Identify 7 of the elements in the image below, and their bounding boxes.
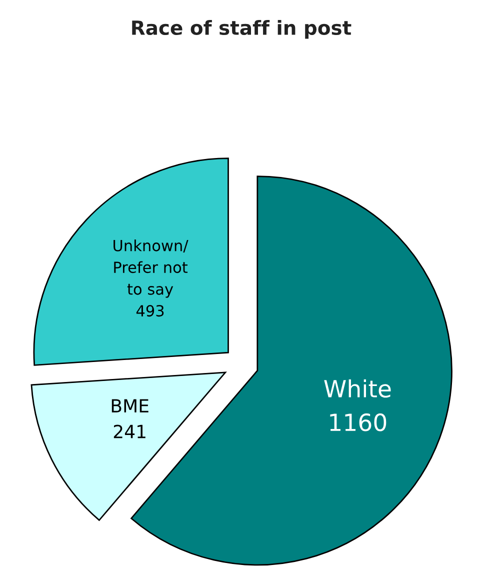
slice-label: Unknown/ Prefer not to say: [114, 240, 188, 298]
slice-label: White: [324, 379, 391, 398]
chart-title: Race of staff in post: [132, 20, 352, 39]
data-label: 1160: [330, 413, 386, 432]
data-label: 493: [136, 305, 164, 317]
data-label: 241: [114, 424, 146, 438]
slice-label: BME: [112, 399, 148, 412]
